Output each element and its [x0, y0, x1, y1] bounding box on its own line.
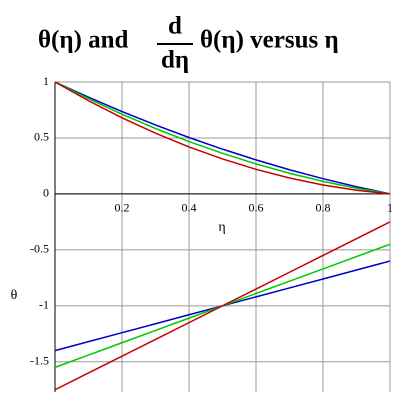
title-numerator: d [168, 13, 182, 40]
title-left: θ(η) and [38, 27, 129, 54]
x-axis-label: η [218, 220, 225, 235]
x-tick-label: 0.4 [182, 201, 197, 215]
y-tick-label: 0.5 [34, 130, 49, 144]
chart-title: θ(η) and d dη θ(η) versus η [38, 13, 339, 74]
y-tick-label: -1.5 [30, 354, 49, 368]
title-right: θ(η) versus η [200, 27, 339, 54]
x-tick-label: 0.8 [316, 201, 331, 215]
line-series [54, 81, 391, 195]
y-tick-label: -1 [39, 298, 49, 312]
x-tick-label: 0.6 [249, 201, 264, 215]
x-tick-label: 0.2 [115, 201, 130, 215]
title-denominator: dη [161, 47, 189, 74]
line-series [54, 81, 391, 195]
y-tick-label: 0 [43, 186, 49, 200]
y-axis-label: θ [11, 288, 18, 303]
x-tick-label: 1 [387, 201, 393, 215]
line-series [54, 81, 391, 195]
y-tick-label: 1 [43, 74, 49, 88]
line-series [54, 221, 391, 391]
y-tick-label: -0.5 [30, 242, 49, 256]
